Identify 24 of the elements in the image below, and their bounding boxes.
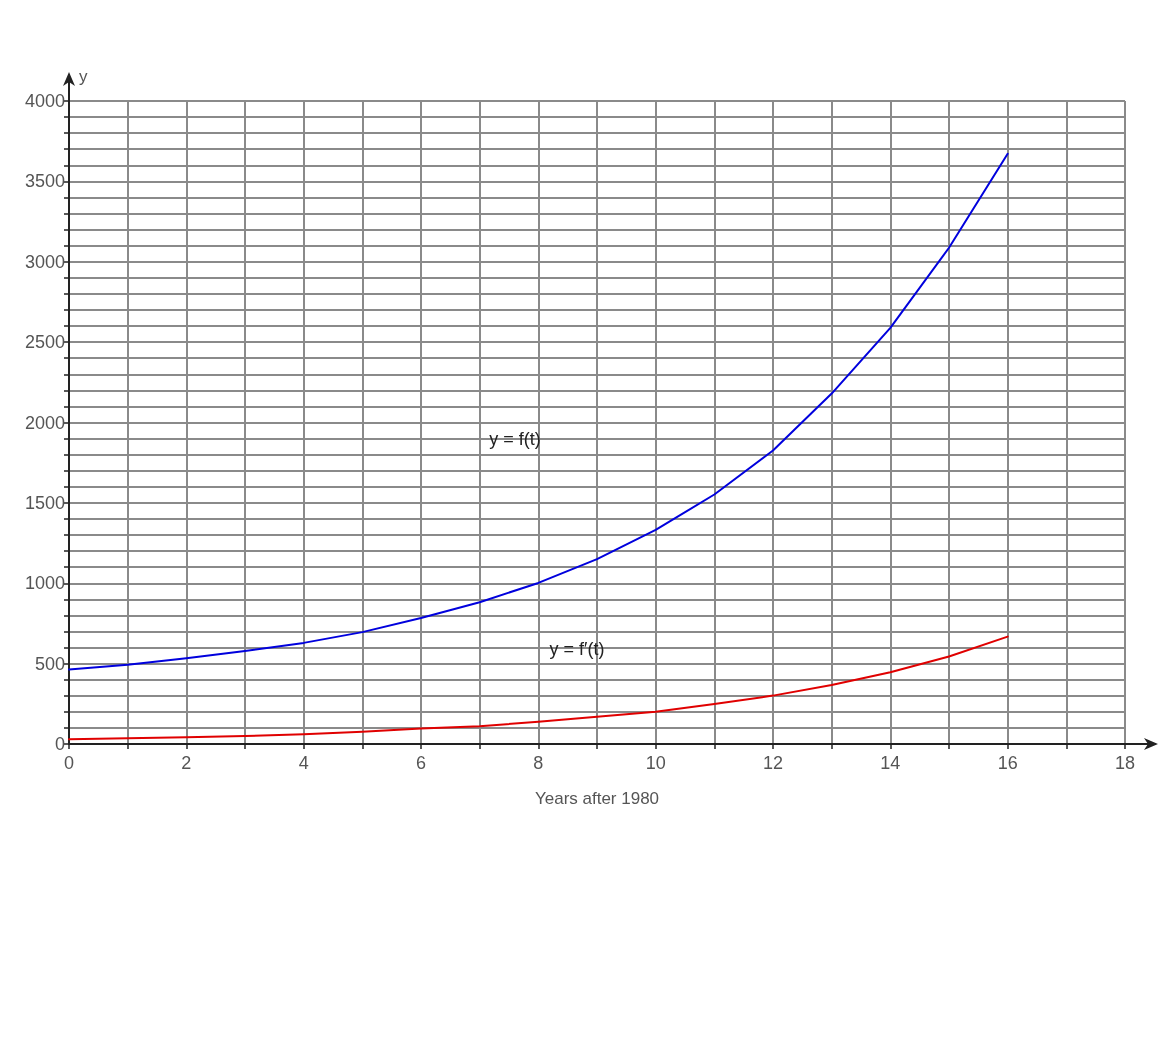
x-tick-label: 16 (997, 753, 1018, 773)
y-tick-label: 1500 (24, 492, 65, 513)
x-tick-label: 14 (880, 753, 901, 773)
x-tick-label: 8 (533, 753, 544, 773)
y-tick-label: 2000 (24, 412, 65, 433)
y-tick-label: 500 (34, 653, 65, 674)
annotation: y = f(t) (489, 429, 541, 449)
y-tick-label: 3500 (24, 171, 65, 192)
x-tick-label: 10 (645, 753, 666, 773)
x-tick-label: 18 (1114, 753, 1136, 773)
x-tick-label: 6 (415, 753, 427, 773)
y-tick-label: 2500 (24, 332, 65, 353)
line-series (68, 635, 1009, 741)
y-tick-label: 0 (54, 734, 65, 754)
annotation: y = f′(t) (549, 639, 605, 659)
y-tick-label: 3000 (24, 251, 65, 272)
x-tick-label: 4 (298, 753, 309, 773)
line-series (68, 152, 1009, 671)
y-tick-label: 4000 (24, 91, 65, 111)
x-tick-label: 2 (181, 753, 192, 773)
x-tick-label: 12 (762, 753, 784, 773)
y-tick-label: 1000 (24, 573, 65, 594)
x-axis-title: Years after 1980 (534, 789, 660, 808)
y-axis-title: y (79, 67, 88, 86)
